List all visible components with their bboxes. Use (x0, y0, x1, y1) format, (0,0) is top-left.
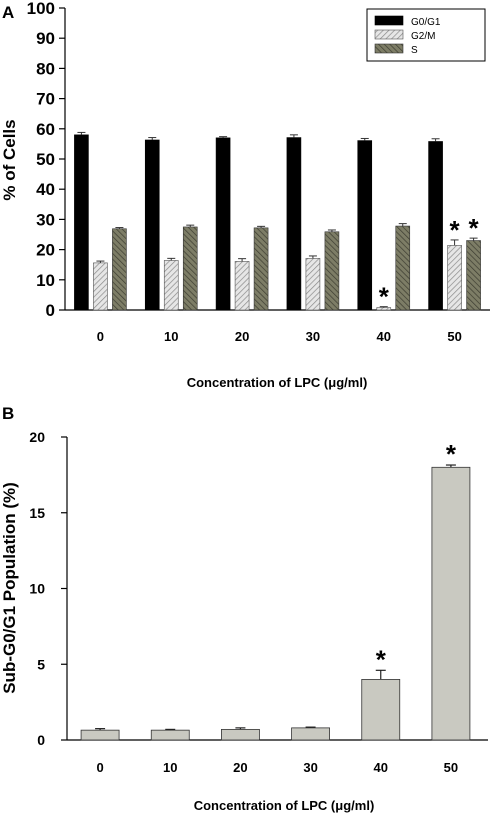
panel-a-x-tick-label: 10 (164, 329, 178, 344)
panel-a-y-tick-label: 40 (36, 180, 55, 199)
panel-a-x-tick-label: 40 (377, 329, 391, 344)
panel-a-legend-label: G0/G1 (411, 17, 441, 28)
panel-a-bar-g0-g1 (74, 134, 89, 311)
panel-a-x-tick-label: 0 (97, 329, 104, 344)
panel-a-bar-g0-g1 (215, 137, 231, 311)
panel-a-legend-swatch (374, 15, 404, 26)
panel-b-y-tick-label: 0 (37, 732, 45, 748)
panel-a-x-tick-label: 20 (235, 329, 249, 344)
panel-a-label: A (2, 3, 14, 22)
panel-b-ylabel: Sub-G0/G1 Population (%) (0, 482, 19, 694)
panel-a-y-tick-label: 50 (36, 150, 55, 169)
panel-b-bar (361, 679, 401, 741)
panel-b-significance-star: * (446, 439, 457, 469)
panel-a-bar-g2-m (447, 245, 462, 311)
panel-b-bar (221, 728, 260, 741)
panel-a-x-tick-label: 30 (306, 329, 320, 344)
panel-a-y-tick-label: 70 (36, 90, 55, 109)
panel-a-y-tick-label: 20 (36, 241, 55, 260)
panel-b-bar (150, 729, 190, 741)
panel-a-bar-g0-g1 (286, 137, 302, 311)
panel-a-legend-swatch (374, 29, 404, 40)
panel-b: B Sub-G0/G1 Population (%) Concentration… (0, 404, 488, 813)
panel-a-y-tick-label: 100 (27, 0, 55, 18)
panel-b-label: B (2, 404, 14, 423)
panel-a-significance-star: * (469, 213, 480, 243)
panel-a-bar-s (466, 240, 481, 311)
panel-a-bar-s (395, 225, 411, 311)
panel-a-bar-g2-m (234, 261, 250, 311)
panel-a-y-tick-label: 0 (46, 301, 55, 320)
panel-b-y-tick-label: 15 (29, 505, 45, 521)
panel-a-y-tick-label: 30 (36, 210, 55, 229)
panel-a-legend-label: G2/M (411, 31, 435, 42)
panel-b-y-tick-label: 20 (29, 429, 45, 445)
panel-b-x-tick-label: 10 (163, 760, 177, 775)
panel-a-bar-g0-g1 (357, 140, 373, 311)
panel-a-bar-g2-m (93, 262, 108, 311)
panel-a-ylabel: % of Cells (0, 119, 19, 200)
panel-a-bar-g2-m (305, 258, 321, 311)
panel-b-bar (291, 727, 330, 741)
panel-a-bar-s (253, 227, 269, 311)
panel-a-y-tick-label: 60 (36, 120, 55, 139)
panel-b-x-tick-label: 50 (444, 760, 458, 775)
panel-b-y-tick-label: 10 (29, 581, 45, 597)
panel-a: A % of Cells Concentration of LPC (μg/ml… (0, 0, 490, 390)
panel-b-x-tick-label: 40 (374, 760, 388, 775)
panel-b-x-tick-label: 30 (303, 760, 317, 775)
panel-a-legend-swatch (374, 43, 404, 54)
panel-a-bar-s (112, 228, 127, 311)
panel-b-bar (80, 729, 120, 741)
panel-a-bar-s (182, 226, 198, 311)
panel-b-y-tick-label: 5 (37, 656, 45, 672)
panel-a-legend-label: S (411, 45, 418, 56)
panel-a-bar-s (324, 231, 340, 311)
panel-a-significance-star: * (450, 215, 461, 245)
panel-a-bar-g0-g1 (428, 141, 443, 311)
panel-b-xlabel: Concentration of LPC (μg/ml) (194, 798, 375, 813)
panel-a-x-tick-label: 50 (447, 329, 461, 344)
panel-b-x-tick-label: 20 (233, 760, 247, 775)
panel-a-y-tick-label: 10 (36, 271, 55, 290)
panel-a-bar-g0-g1 (144, 139, 160, 311)
panel-b-x-tick-label: 0 (96, 760, 103, 775)
panel-a-xlabel: Concentration of LPC (μg/ml) (187, 375, 368, 390)
panel-b-significance-star: * (376, 644, 387, 674)
panel-a-bar-g2-m (163, 260, 179, 311)
panel-b-bar (431, 466, 471, 741)
panel-a-y-tick-label: 90 (36, 29, 55, 48)
panel-a-y-tick-label: 80 (36, 59, 55, 78)
panel-a-significance-star: * (379, 282, 390, 312)
